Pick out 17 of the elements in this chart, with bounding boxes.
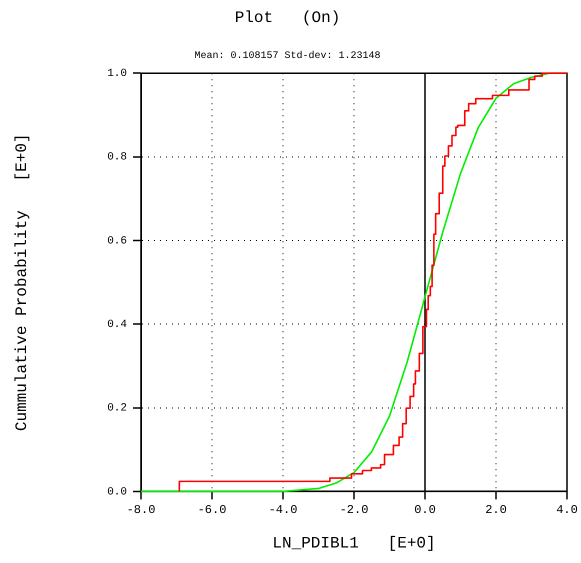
y-axis-title: Cummulative Probability [E+0] [12,133,31,432]
y-tick-label: 0.8 [107,152,128,164]
x-tick-label: -4.0 [268,502,298,517]
x-tick-label: -2.0 [340,502,368,517]
x-tick-label: -6.0 [198,502,226,517]
x-tick-label: 4.0 [556,502,578,517]
chart-title: Plot (On) [234,8,340,27]
y-tick-label: 0.2 [107,402,128,415]
y-tick-label: 0.6 [107,235,128,248]
y-tick-label: 0.0 [107,486,128,498]
x-tick-label: -8.0 [126,502,156,517]
x-tick-label: 0.0 [414,502,436,517]
y-tick-label: 1.0 [107,68,128,80]
chart-subtitle: Mean: 0.108157 Std-dev: 1.23148 [194,50,381,62]
x-axis-title: LN_PDIBL1 [E+0] [272,534,436,553]
x-tick-label: 2.0 [485,502,507,517]
y-tick-label: 0.4 [107,319,128,332]
